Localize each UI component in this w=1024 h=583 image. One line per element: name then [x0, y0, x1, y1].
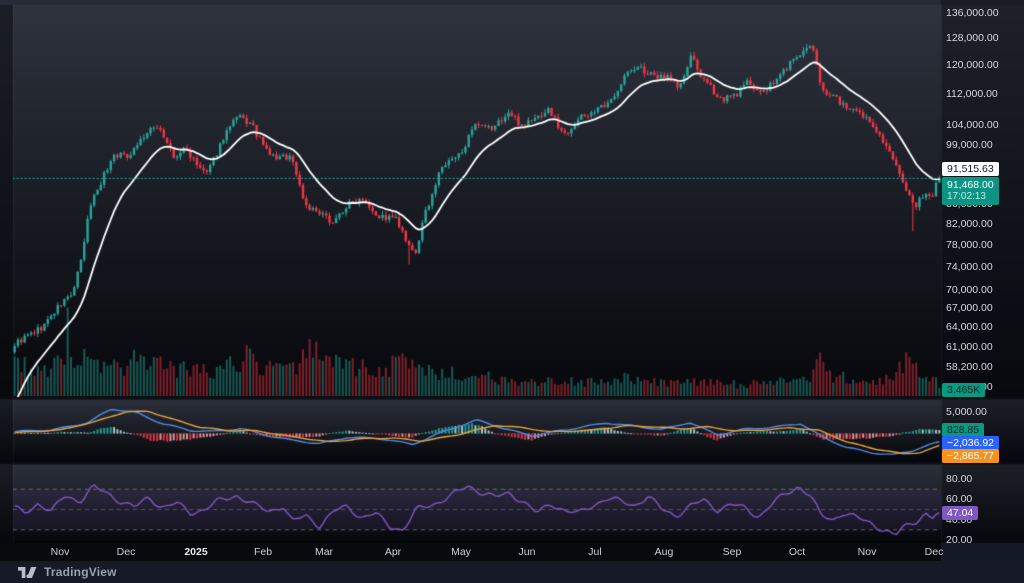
last-price-value: 91,468.00	[947, 179, 994, 191]
rsi-tick: 60.00	[946, 493, 973, 506]
tradingview-logo-icon	[18, 566, 37, 578]
time-axis-corner	[941, 543, 1024, 561]
price-tick: 104,000.00	[946, 118, 999, 131]
time-tick: Dec	[924, 546, 944, 558]
price-tick: 74,000.00	[946, 260, 993, 273]
rsi-badge: 47.04	[942, 506, 979, 520]
tradingview-brand: TradingView	[44, 565, 117, 579]
price-tick: 64,000.00	[946, 321, 993, 334]
tradingview-attribution[interactable]: TradingView	[0, 561, 1024, 583]
price-tick: 61,000.00	[946, 341, 993, 354]
price-tick: 58,200.00	[946, 360, 993, 373]
macd-histogram-badge: 828.85	[942, 423, 985, 437]
price-tick: 70,000.00	[946, 283, 993, 296]
macd-line-badge: −2,036.92	[942, 436, 1000, 450]
macd-signal-badge: −2,865.77	[942, 449, 1000, 463]
price-tick: 112,000.00	[946, 87, 998, 100]
time-axis[interactable]: Nov Dec 2025 Feb Mar Apr May Jun Jul Aug Sep Oct Nov…	[0, 543, 1024, 561]
time-tick: Oct	[788, 546, 806, 558]
time-tick: Nov	[857, 546, 877, 558]
time-tick: Jun	[518, 546, 536, 558]
bar-countdown: 17:02:13	[947, 191, 986, 202]
time-tick: May	[451, 546, 471, 558]
rsi-tick: 80.00	[946, 473, 973, 485]
price-tick: 120,000.00	[946, 59, 999, 72]
last-price-badge: 91,468.00 17:02:13	[942, 177, 999, 205]
macd-tick: 5,000.00	[946, 406, 987, 418]
time-tick: 2025	[184, 546, 208, 558]
time-tick: Aug	[654, 546, 674, 558]
price-tick: 128,000.00	[946, 32, 999, 45]
time-tick: Nov	[50, 546, 70, 558]
chart-canvas[interactable]	[0, 0, 1024, 543]
time-tick: Feb	[253, 546, 273, 558]
time-tick: Sep	[722, 546, 742, 558]
price-axis[interactable]: 91,515.63 91,468.00 17:02:13 3.465K 828.…	[941, 0, 1024, 546]
price-tick: 99,000.00	[946, 139, 993, 152]
time-tick: Apr	[384, 546, 402, 558]
price-tick: 82,000.00	[946, 217, 993, 230]
time-tick: Jul	[588, 546, 602, 558]
ma-price-badge: 91,515.63	[942, 162, 999, 176]
price-tick: 78,000.00	[946, 238, 993, 251]
price-tick: 67,000.00	[946, 302, 993, 315]
price-tick: 136,000.00	[946, 7, 999, 19]
time-tick: Mar	[314, 546, 334, 558]
time-tick: Dec	[116, 546, 136, 558]
volume-badge: 3.465K	[942, 383, 986, 397]
